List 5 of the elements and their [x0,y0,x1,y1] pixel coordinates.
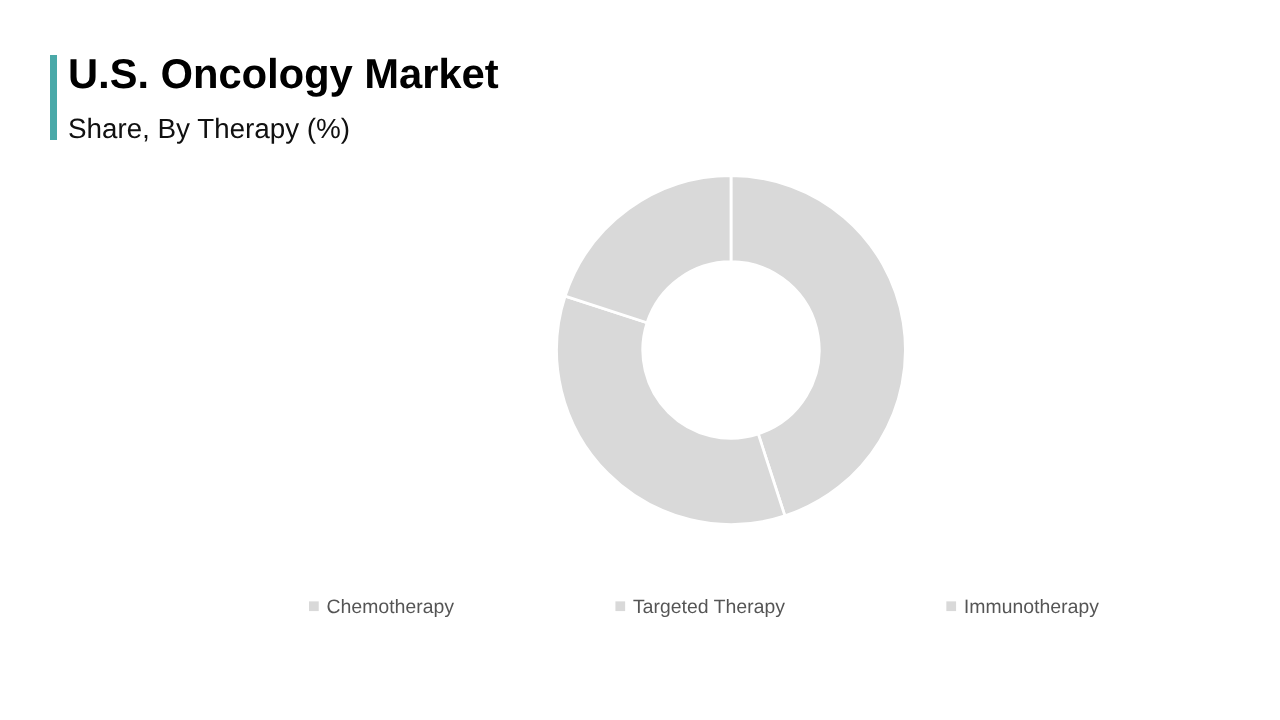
legend-label: Immunotherapy [965,598,1099,618]
chart-subtitle: Share, By Therapy (%) [69,117,349,144]
chart-title: U.S. Oncology Market [70,57,499,97]
legend-label: Targeted Therapy [633,598,785,618]
legend-label: Chemotherapy [327,598,455,618]
